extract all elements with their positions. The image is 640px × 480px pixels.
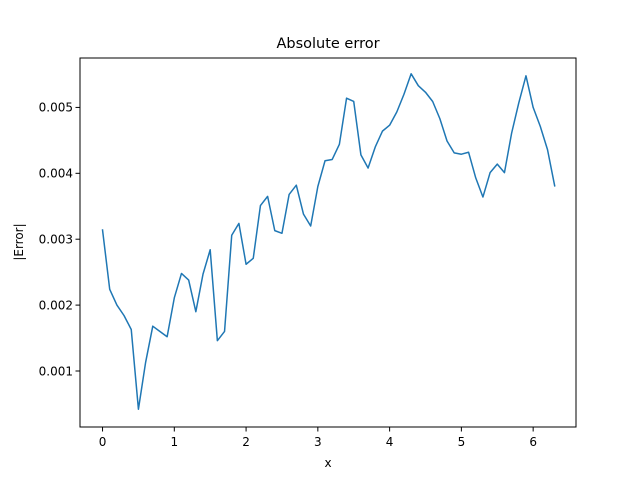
x-axis-label: x — [324, 456, 331, 470]
series-layer — [101, 73, 556, 410]
axis-ticks: 0 1 2 3 4 5 6 0.001 0.002 0.003 0.004 0.005 — [39, 101, 537, 449]
y-tick-label: 0.005 — [39, 101, 73, 115]
y-tick-label: 0.002 — [39, 298, 73, 312]
x-tick-label: 1 — [170, 435, 178, 449]
x-tick-label: 4 — [386, 435, 394, 449]
x-tick-label: 5 — [458, 435, 466, 449]
y-tick-label: 0.004 — [39, 167, 73, 181]
x-tick-label: 3 — [314, 435, 322, 449]
y-tick-label: 0.003 — [39, 233, 73, 247]
chart-title: Absolute error — [276, 36, 379, 52]
y-tick-label: 0.001 — [39, 364, 73, 378]
x-tick-label: 0 — [99, 435, 107, 449]
error-series-line — [101, 73, 556, 410]
x-tick-label: 6 — [529, 435, 537, 449]
y-axis-label: |Error| — [12, 223, 26, 260]
x-tick-label: 2 — [242, 435, 250, 449]
plot-area-frame — [79, 57, 577, 428]
